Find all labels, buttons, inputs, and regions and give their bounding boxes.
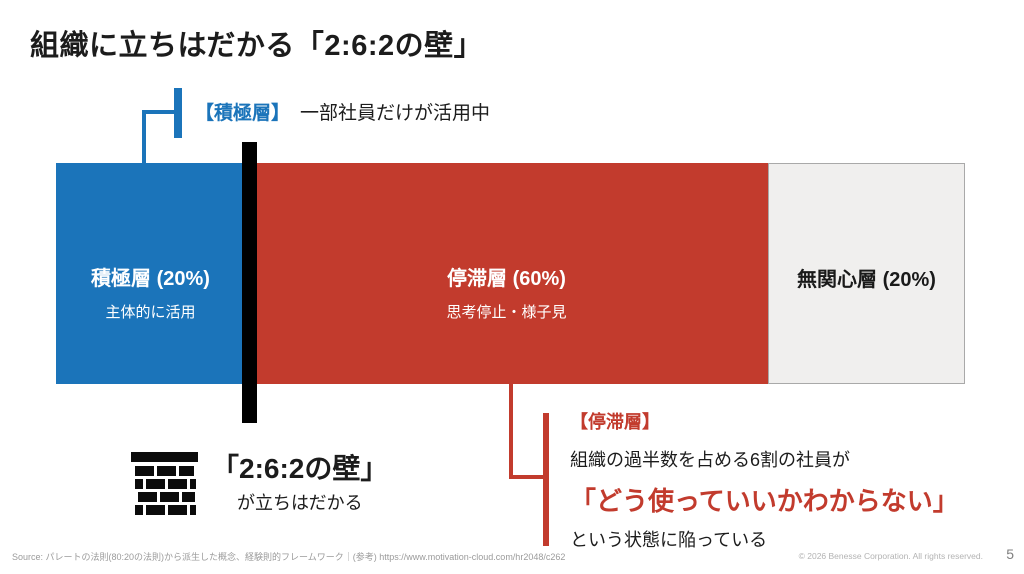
page-title: 組織に立ちはだかる「2:6:2の壁」 bbox=[30, 30, 484, 62]
bar-segment-indifferent-layer: 無関心層 (20%) bbox=[768, 163, 965, 384]
segment-label: 積極層 (20%) bbox=[91, 268, 210, 290]
copyright-note: © 2026 Benesse Corporation. All rights r… bbox=[798, 551, 983, 561]
segment-text: 無関心層 (20%) bbox=[769, 267, 964, 293]
top-leader-line-vertical bbox=[142, 110, 146, 164]
segment-sublabel: 思考停止・様子見 bbox=[446, 304, 567, 321]
ratio-bar-chart: 積極層 (20%) 主体的に活用 停滞層 (60%) 思考停止・様子見 無関心層… bbox=[56, 163, 965, 384]
bottom-leader-line-horizontal bbox=[509, 475, 545, 479]
bottom-accent-bar bbox=[543, 413, 549, 546]
active-layer-callout-text: 一部社員だけが活用中 bbox=[300, 103, 491, 124]
segment-text: 停滞層 (60%) 思考停止・様子見 bbox=[245, 266, 768, 322]
brick-wall-icon bbox=[131, 452, 198, 515]
wall-caption-title: 「2:6:2の壁」 bbox=[211, 453, 389, 484]
wall-divider-bar bbox=[242, 142, 257, 423]
segment-label: 無関心層 (20%) bbox=[797, 269, 936, 291]
wall-caption-subtitle: が立ちはだかる bbox=[237, 493, 363, 513]
top-accent-bar bbox=[174, 88, 182, 138]
stagnant-layer-callout-line2: という状態に陥っている bbox=[570, 530, 768, 550]
bar-segment-active-layer: 積極層 (20%) 主体的に活用 bbox=[56, 163, 245, 384]
stagnant-layer-callout-highlight: 「どう使っていいかわからない」 bbox=[570, 486, 959, 516]
source-note: Source: パレートの法則(80:20の法則)から派生した概念、経験則的フレ… bbox=[12, 552, 566, 562]
segment-sublabel: 主体的に活用 bbox=[105, 304, 196, 321]
stagnant-layer-callout: 【停滞層】 組織の過半数を占める6割の社員が 「どう使っていいかわからない」 と… bbox=[570, 408, 1000, 552]
segment-label: 停滞層 (60%) bbox=[447, 268, 566, 290]
bottom-leader-line-vertical bbox=[509, 384, 513, 479]
active-layer-callout-label: 【積極層】 bbox=[195, 103, 291, 124]
stagnant-layer-callout-label: 【停滞層】 bbox=[570, 412, 660, 432]
segment-text: 積極層 (20%) 主体的に活用 bbox=[56, 266, 245, 322]
bar-segment-stagnant-layer: 停滞層 (60%) 思考停止・様子見 bbox=[245, 163, 768, 384]
top-leader-line-horizontal bbox=[142, 110, 175, 114]
stagnant-layer-callout-line1: 組織の過半数を占める6割の社員が bbox=[570, 450, 851, 470]
page-number: 5 bbox=[1006, 546, 1014, 562]
active-layer-callout: 【積極層】 一部社員だけが活用中 bbox=[195, 98, 490, 125]
